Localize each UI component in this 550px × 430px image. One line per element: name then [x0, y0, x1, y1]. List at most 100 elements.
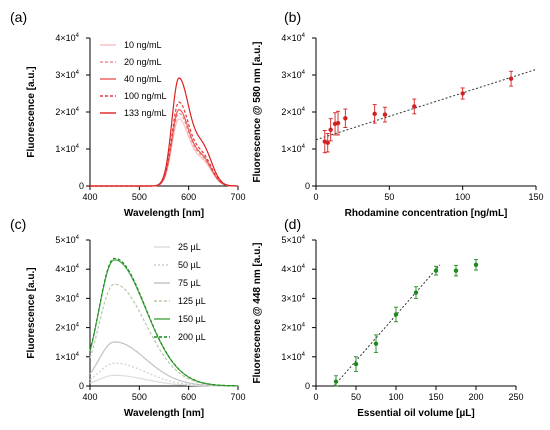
- x-tick-label: 700: [230, 392, 245, 402]
- legend-label: 75 µL: [178, 278, 201, 288]
- y-axis-label: Fluorescence @ 448 nm [a.u.]: [252, 243, 263, 384]
- data-point: [460, 91, 465, 96]
- x-tick-label: 50: [384, 192, 394, 202]
- series-line: [89, 341, 239, 387]
- y-tick-exponent: 4: [76, 264, 80, 270]
- y-axis-label: Fluorescence @ 580 nm [a.u.]: [252, 42, 263, 183]
- x-axis-label: Wavelength [nm]: [124, 208, 204, 219]
- data-point: [373, 341, 379, 346]
- y-tick-exponent: 4: [302, 70, 306, 76]
- y-tick-label: 0: [79, 181, 84, 191]
- x-axis-label: Wavelength [nm]: [124, 408, 204, 419]
- data-point: [433, 268, 439, 273]
- y-tick-exponent: 4: [302, 33, 306, 39]
- y-tick-label: 4×104: [281, 264, 305, 274]
- y-tick-exponent: 4: [302, 235, 306, 241]
- y-tick-label: 4×104: [281, 33, 305, 43]
- y-tick-label: 3×104: [281, 293, 305, 303]
- legend-label: 100 ng/mL: [124, 91, 167, 101]
- y-tick-mantissa: 3×10: [55, 293, 75, 303]
- legend-label: 150 µL: [178, 314, 206, 324]
- x-axis-label: Rhodamine concentration [ng/mL]: [345, 208, 508, 219]
- y-tick-exponent: 4: [302, 144, 306, 150]
- y-tick-label: 0: [305, 381, 310, 391]
- legend-label: 125 µL: [178, 296, 206, 306]
- y-tick-mantissa: 2×10: [281, 107, 301, 117]
- y-tick-exponent: 4: [76, 144, 80, 150]
- y-tick-label: 3×104: [55, 293, 79, 303]
- y-tick-label: 3×104: [55, 70, 79, 80]
- y-tick-mantissa: 1×10: [55, 352, 75, 362]
- y-tick-mantissa: 4×10: [281, 33, 301, 43]
- panel-1: (b)0 50 100 15001×1042×1043×1044×104Rhodami…: [252, 9, 544, 219]
- y-tick-exponent: 4: [76, 33, 80, 39]
- data-point: [372, 111, 377, 117]
- data-point: [335, 120, 341, 126]
- y-tick-exponent: 4: [76, 107, 80, 113]
- y-tick-label: 1×104: [55, 144, 79, 154]
- y-tick-mantissa: 4×10: [55, 264, 75, 274]
- y-tick-label: 1×104: [281, 352, 305, 362]
- x-tick-label: 200: [468, 392, 483, 402]
- y-tick-exponent: 4: [302, 264, 306, 270]
- data-point: [508, 76, 514, 81]
- y-axis-label: Fluorescence [a.u.]: [26, 66, 37, 157]
- legend-label: 20 ng/mL: [124, 57, 162, 67]
- x-tick-label: 400: [82, 392, 97, 402]
- y-tick-exponent: 4: [302, 352, 306, 358]
- data-point: [343, 116, 348, 121]
- legend-label: 25 µL: [178, 242, 201, 252]
- data-point: [453, 268, 459, 273]
- y-tick-mantissa: 2×10: [55, 107, 75, 117]
- y-tick-mantissa: 1×10: [281, 352, 301, 362]
- data-point: [393, 312, 399, 317]
- x-tick-label: 700: [230, 192, 245, 202]
- y-tick-mantissa: 5×10: [281, 235, 301, 245]
- x-tick-label: 400: [82, 192, 97, 202]
- y-tick-exponent: 4: [76, 235, 80, 241]
- panel-2: (c)400 500 600 70001×1042×1043×1044×1045×10…: [10, 216, 246, 419]
- y-tick-label: 3×104: [281, 70, 305, 80]
- panel-3: (d)0 50 100 150 200 25001×1042×1043×1044×1045…: [252, 216, 524, 419]
- y-tick-mantissa: 3×10: [281, 293, 301, 303]
- data-point: [328, 127, 333, 132]
- y-tick-mantissa: 1×10: [281, 144, 301, 154]
- series-line: [90, 77, 239, 187]
- series-line: [89, 257, 239, 387]
- fit-line: [333, 264, 441, 387]
- data-point: [382, 112, 388, 117]
- y-axis-label: Fluorescence [a.u.]: [26, 267, 37, 358]
- y-tick-exponent: 4: [76, 70, 80, 76]
- x-tick-label: 250: [508, 392, 523, 402]
- y-tick-mantissa: 5×10: [55, 235, 75, 245]
- data-point: [333, 379, 339, 384]
- y-tick-label: 0: [305, 181, 310, 191]
- legend-label: 133 ng/mL: [124, 108, 167, 118]
- panel-label: (b): [284, 9, 301, 25]
- y-tick-label: 0: [79, 381, 84, 391]
- series-line: [90, 101, 239, 187]
- legend-label: 50 µL: [178, 260, 201, 270]
- x-tick-label: 0: [313, 192, 318, 202]
- x-tick-label: 600: [181, 392, 196, 402]
- x-tick-label: 500: [132, 192, 147, 202]
- y-tick-label: 5×104: [281, 235, 305, 245]
- y-tick-exponent: 4: [76, 352, 80, 358]
- legend-label: 10 ng/mL: [124, 40, 162, 50]
- y-tick-label: 4×104: [55, 264, 79, 274]
- y-tick-exponent: 4: [76, 293, 80, 299]
- data-point: [412, 104, 417, 109]
- panel-label: (c): [10, 216, 26, 232]
- data-point: [353, 361, 359, 367]
- x-tick-label: 100: [455, 192, 470, 202]
- y-tick-label: 2×104: [55, 323, 79, 333]
- x-tick-label: 50: [351, 392, 361, 402]
- series-line: [89, 259, 239, 387]
- y-tick-label: 2×104: [55, 107, 79, 117]
- series-line: [89, 283, 239, 387]
- x-tick-label: 100: [388, 392, 403, 402]
- data-point: [473, 262, 479, 268]
- y-tick-label: 1×104: [281, 144, 305, 154]
- panel-0: (a)400 500 600 70001×1042×1043×1044×104Wave…: [10, 9, 246, 219]
- y-tick-label: 1×104: [55, 352, 79, 362]
